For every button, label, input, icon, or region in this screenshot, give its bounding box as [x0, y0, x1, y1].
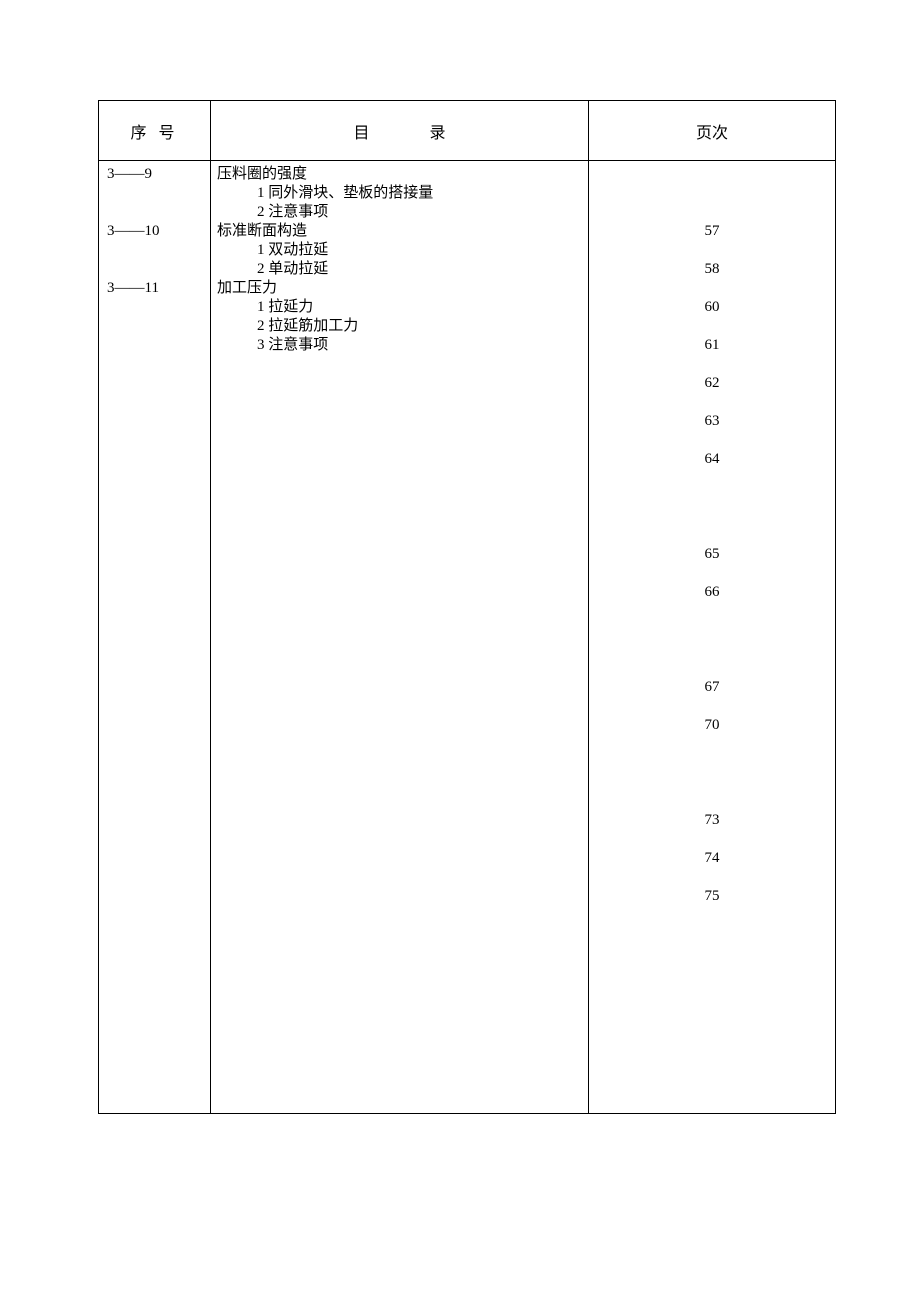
table-body: 3——9 3——10 3——11 压料圈的强度1 同外滑块、垫板的搭接量2 注意事项… — [99, 161, 835, 1113]
page-number — [597, 507, 827, 526]
page-number: 66 — [597, 583, 827, 602]
seq-entry: 3——11 — [107, 279, 202, 298]
page-number — [597, 165, 827, 184]
page-number — [597, 431, 827, 450]
page-column: 57 58 60 61 62 63 64 65 66 67 70 73 74 75 — [589, 161, 835, 1113]
page-number — [597, 697, 827, 716]
page-number — [597, 393, 827, 412]
page-number: 60 — [597, 298, 827, 317]
toc-subentry: 1 同外滑块、垫板的搭接量 — [217, 184, 582, 203]
page-number: 62 — [597, 374, 827, 393]
toc-table: 序 号 目录 页次 3——9 3——10 3——11 压料圈的强度1 同外滑块、垫板… — [98, 100, 836, 1114]
seq-entry: 3——10 — [107, 222, 202, 241]
page-number — [597, 640, 827, 659]
seq-spacer — [107, 203, 202, 222]
page-number — [597, 754, 827, 773]
page-number: 73 — [597, 811, 827, 830]
page-number — [597, 659, 827, 678]
seq-column: 3——9 3——10 3——11 — [99, 161, 211, 1113]
seq-spacer — [107, 260, 202, 279]
page-number: 75 — [597, 887, 827, 906]
header-toc: 目录 — [211, 101, 589, 160]
toc-subentry: 2 拉延筋加工力 — [217, 317, 582, 336]
toc-subentry: 1 拉延力 — [217, 298, 582, 317]
table-header-row: 序 号 目录 页次 — [99, 101, 835, 161]
page-number — [597, 469, 827, 488]
page-number: 58 — [597, 260, 827, 279]
page-number — [597, 317, 827, 336]
toc-subentry: 2 注意事项 — [217, 203, 582, 222]
page-number — [597, 830, 827, 849]
page-number — [597, 773, 827, 792]
toc-subentry: 2 单动拉延 — [217, 260, 582, 279]
page-number: 70 — [597, 716, 827, 735]
toc-column: 压料圈的强度1 同外滑块、垫板的搭接量2 注意事项标准断面构造1 双动拉延2 单… — [211, 161, 589, 1113]
page-number — [597, 203, 827, 222]
page-number — [597, 355, 827, 374]
toc-subentry: 1 双动拉延 — [217, 241, 582, 260]
seq-spacer — [107, 241, 202, 260]
toc-entry: 标准断面构造 — [217, 222, 582, 241]
page-number — [597, 184, 827, 203]
page-number: 63 — [597, 412, 827, 431]
page-number — [597, 279, 827, 298]
page-number: 57 — [597, 222, 827, 241]
page-number — [597, 735, 827, 754]
page-number — [597, 792, 827, 811]
toc-entry: 压料圈的强度 — [217, 165, 582, 184]
page-number: 65 — [597, 545, 827, 564]
page-number — [597, 868, 827, 887]
seq-spacer — [107, 184, 202, 203]
page-number: 61 — [597, 336, 827, 355]
page-number: 64 — [597, 450, 827, 469]
page-number — [597, 488, 827, 507]
seq-entry: 3——9 — [107, 165, 202, 184]
toc-entry: 加工压力 — [217, 279, 582, 298]
page-number — [597, 602, 827, 621]
header-page: 页次 — [589, 101, 835, 160]
page-number: 67 — [597, 678, 827, 697]
page-number — [597, 526, 827, 545]
toc-subentry: 3 注意事项 — [217, 336, 582, 355]
page-number — [597, 621, 827, 640]
header-seq: 序 号 — [99, 101, 211, 160]
page-number — [597, 241, 827, 260]
page-number: 74 — [597, 849, 827, 868]
page-number — [597, 564, 827, 583]
